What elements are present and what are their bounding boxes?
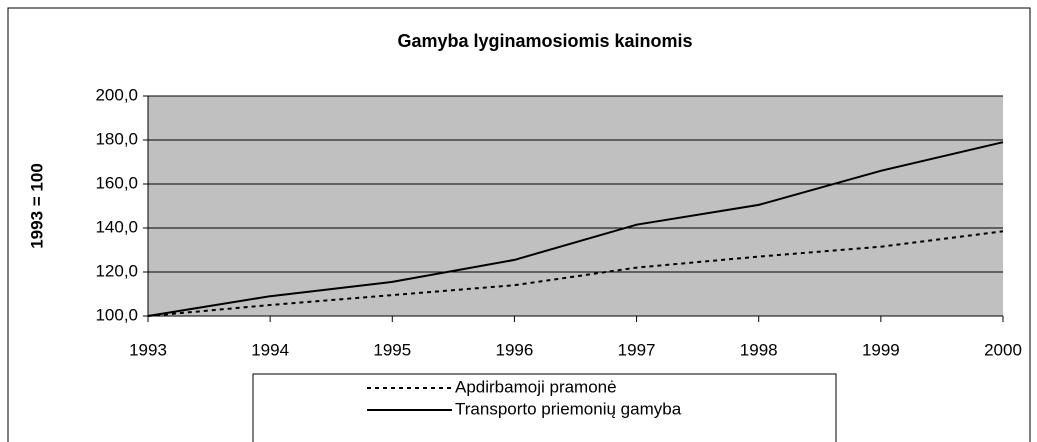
x-tick-label: 1998 [740,340,778,359]
x-tick-label: 1997 [618,340,656,359]
x-tick-label: 1993 [129,340,167,359]
legend-box [252,373,837,442]
y-tick-label: 160,0 [95,173,138,192]
legend-label: Transporto priemonių gamyba [455,399,682,418]
series-line [147,230,1004,317]
x-tick-label: 1994 [251,340,289,359]
y-tick-label: 120,0 [95,261,138,280]
y-tick-label: 180,0 [95,129,138,148]
x-tick-label: 1995 [373,340,411,359]
x-tick-label: 1999 [862,340,900,359]
plot-area [148,96,1003,316]
x-tick-label: 2000 [984,340,1022,359]
y-tick-label: 200,0 [95,85,138,104]
chart-border [7,7,1031,442]
chart-title: Gamyba lyginamosiomis kainomis [397,31,692,51]
series-line [147,141,1004,317]
y-tick-label: 100,0 [95,305,138,324]
x-tick-label: 1996 [496,340,534,359]
y-axis-label: 1993 = 100 [27,163,46,249]
y-tick-label: 140,0 [95,217,138,236]
legend-label: Apdirbamoji pramonė [455,377,617,396]
